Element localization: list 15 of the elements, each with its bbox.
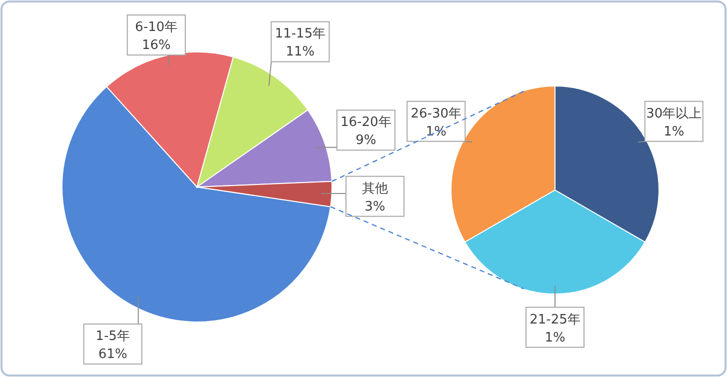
slice-label: 11-15年 (274, 26, 326, 42)
slice-label: 30年以上 (646, 106, 702, 122)
slice-label: 21-25年 (530, 312, 580, 328)
data-label: 1% (664, 124, 684, 140)
data-label: 11% (286, 44, 315, 60)
slice-label: 6-10年 (135, 20, 178, 35)
slice-label: 1-5年 (96, 329, 130, 344)
slice-label: 其他 (362, 181, 388, 196)
data-label: 1% (544, 330, 566, 346)
data-label: 61% (98, 347, 128, 362)
slice-label: 16-20年 (340, 115, 392, 130)
data-label: 16% (142, 38, 171, 53)
slice-label: 26-30年 (410, 106, 462, 122)
data-label: 9% (356, 133, 376, 148)
data-label: 3% (364, 199, 386, 214)
